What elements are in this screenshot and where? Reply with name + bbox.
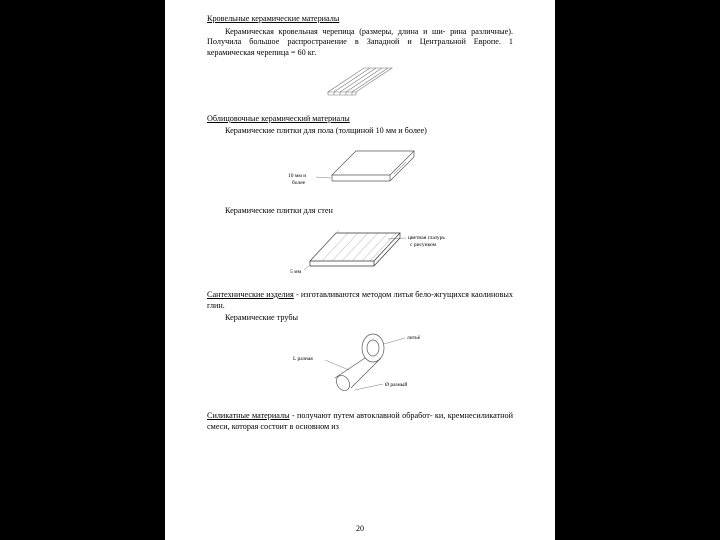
pipe-label-left: L разная: [293, 356, 313, 362]
figure-floor-tile: 10 мм и более: [207, 141, 513, 199]
heading-roofing: Кровельные керамические материалы: [207, 14, 513, 25]
para-wall-tiles: Керамические плитки для стен: [207, 206, 513, 217]
heading-facing-text: Облицовочные керамический материалы: [207, 114, 350, 123]
figure-wall-tile: 5 мм цветная глазурь с рисунком: [207, 221, 513, 283]
wall-tile-label-right2: с рисунком: [410, 242, 437, 248]
figure-roof-tiles: [207, 62, 513, 106]
wall-tile-label-left: 5 мм: [290, 269, 302, 275]
para-floor-tiles: Керамические плитки для пола (толщиной 1…: [207, 126, 513, 137]
para-pipes: Керамические трубы: [207, 313, 513, 324]
page-number: 20: [165, 524, 555, 534]
para-silicate: Силикатные материалы - получают путем ав…: [207, 411, 513, 432]
heading-sanitary: Сантехнические изделия: [207, 290, 294, 299]
wall-tile-label-right1: цветная глазурь: [408, 235, 445, 241]
heading-silicate: Силикатные материалы: [207, 411, 290, 420]
pipe-label-bottom: Ø разный: [385, 381, 407, 388]
floor-tile-label-line2: более: [292, 179, 306, 186]
para-roofing: Керамическая кровельная черепица (размер…: [207, 27, 513, 59]
document-page: Кровельные керамические материалы Керами…: [165, 0, 555, 540]
para-sanitary: Сантехнические изделия - изготавливаются…: [207, 290, 513, 311]
figure-pipe: литьё L разная Ø разный: [207, 328, 513, 404]
pipe-label-top: литьё: [407, 335, 421, 341]
heading-roofing-text: Кровельные керамические материалы: [207, 14, 339, 23]
heading-facing: Облицовочные керамический материалы: [207, 114, 513, 125]
floor-tile-label-line1: 10 мм и: [288, 173, 306, 179]
